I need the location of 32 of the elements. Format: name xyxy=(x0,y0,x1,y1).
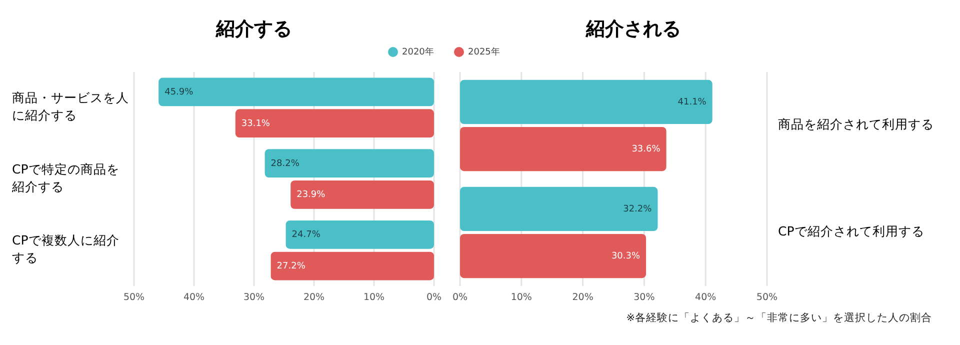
x-tick-label: 20% xyxy=(303,292,325,303)
data-label: 32.2% xyxy=(623,204,652,214)
data-label: 33.6% xyxy=(632,144,661,155)
legend-label: 2025年 xyxy=(468,46,500,58)
data-label: 23.9% xyxy=(296,190,326,200)
category-label: 商品を紹介されて利用する xyxy=(778,116,934,132)
text: ※各経験に「よくある」～「非常に多い」を選択した人の割合 xyxy=(626,311,932,324)
x-tick-label: 40% xyxy=(695,292,716,303)
chart-title: 紹介する xyxy=(215,18,292,40)
x-tick-label: 30% xyxy=(243,292,265,303)
x-tick-label: 0% xyxy=(452,292,468,303)
data-label: 27.2% xyxy=(276,261,306,272)
x-tick-label: 50% xyxy=(756,292,778,303)
data-label: 45.9% xyxy=(164,87,194,98)
data-label: 30.3% xyxy=(611,251,640,262)
x-tick-label: 30% xyxy=(634,292,655,303)
x-tick-label: 50% xyxy=(123,292,145,303)
x-tick-label: 40% xyxy=(183,292,205,303)
legend-label: 2020年 xyxy=(402,46,434,58)
x-tick-label: 10% xyxy=(363,292,385,303)
data-label: 28.2% xyxy=(270,158,300,169)
data-label: 33.1% xyxy=(241,118,270,129)
category-label: CPで紹介されて利用する xyxy=(778,224,924,239)
data-label: 41.1% xyxy=(678,97,707,108)
x-tick-label: 10% xyxy=(510,292,532,303)
chart-title: 紹介される xyxy=(585,18,681,40)
category-label: 商品・サービスを人に紹介する xyxy=(12,90,129,123)
category-label: CPで複数人に紹介する xyxy=(12,233,120,266)
data-label: 24.7% xyxy=(292,230,321,240)
x-tick-label: 20% xyxy=(572,292,594,303)
category-label: CPで特定の商品を紹介する xyxy=(12,162,120,194)
x-tick-label: 0% xyxy=(426,292,442,303)
